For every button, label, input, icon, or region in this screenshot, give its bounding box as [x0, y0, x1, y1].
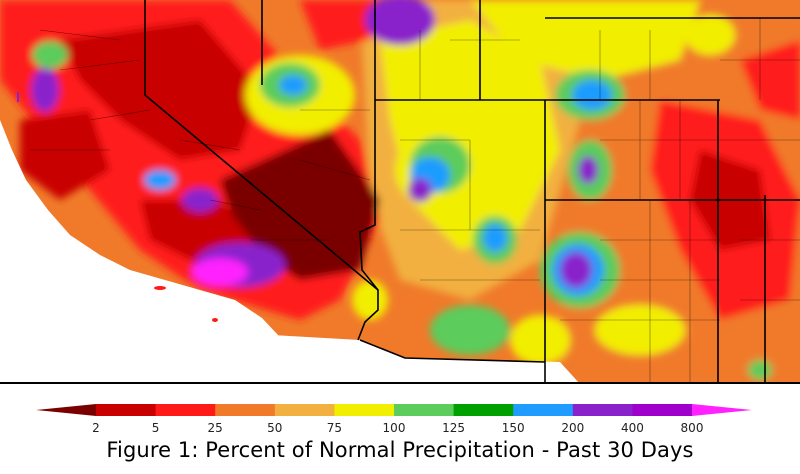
legend-swatch: [274, 404, 335, 416]
county-lines: [30, 18, 800, 382]
legend-tick-label: 2: [92, 421, 100, 435]
legend-tick-label: 25: [208, 421, 223, 435]
legend-swatch: [96, 404, 157, 416]
legend-swatch: [513, 404, 574, 416]
legend-tick-label: 200: [561, 421, 584, 435]
pacific-ocean: [0, 120, 278, 382]
state-borders: [144, 0, 800, 382]
legend-tick-label: 150: [502, 421, 525, 435]
legend-swatch: [215, 404, 276, 416]
mexico-area: [272, 335, 579, 382]
legend-tick-label: 125: [442, 421, 465, 435]
legend-tick-label: 400: [621, 421, 644, 435]
precipitation-map: [0, 0, 800, 384]
legend-swatch: [394, 404, 455, 416]
legend-arrow-left: [36, 404, 96, 416]
legend-swatch: [632, 404, 693, 416]
legend-tick-label: 800: [681, 421, 704, 435]
legend-swatch: [572, 404, 633, 416]
legend-swatch: [453, 404, 514, 416]
legend-tick-label: 100: [383, 421, 406, 435]
color-legend: 2 5 25 50 75 100 125 150 200 400 800: [36, 402, 752, 438]
legend-swatch: [334, 404, 395, 416]
legend-tick-label: 5: [152, 421, 160, 435]
legend-tick-label: 50: [267, 421, 282, 435]
legend-arrow-right: [692, 404, 752, 416]
legend-swatch: [155, 404, 216, 416]
legend-tick-label: 75: [327, 421, 342, 435]
figure-caption: Figure 1: Percent of Normal Precipitatio…: [106, 438, 694, 462]
